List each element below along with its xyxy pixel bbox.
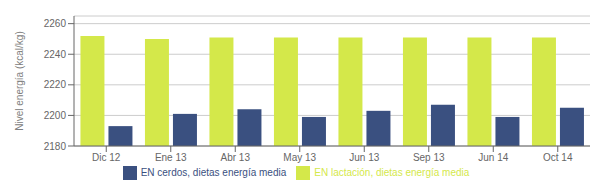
- svg-text:Dic 12: Dic 12: [92, 152, 121, 163]
- svg-text:Ene 13: Ene 13: [155, 152, 187, 163]
- svg-text:2220: 2220: [44, 79, 67, 90]
- svg-text:Oct 14: Oct 14: [543, 152, 573, 163]
- svg-text:Jun 13: Jun 13: [349, 152, 379, 163]
- svg-text:2260: 2260: [44, 18, 67, 29]
- html-text:EN lactación, dietas energía m: EN lactación, dietas energía media: [314, 166, 470, 178]
- html-text:EN cerdos, dietas energía medi: EN cerdos, dietas energía media: [140, 166, 287, 178]
- svg-text:May 13: May 13: [283, 152, 316, 163]
- svg-text:Nivel energía (kcal/kg): Nivel energía (kcal/kg): [14, 31, 25, 130]
- svg-text:2200: 2200: [44, 110, 67, 121]
- svg-text:2240: 2240: [44, 49, 67, 60]
- svg-text:Abr 13: Abr 13: [221, 152, 251, 163]
- svg-text:2180: 2180: [44, 141, 67, 152]
- svg-text:Jun 14: Jun 14: [478, 152, 508, 163]
- svg-text:Sep 13: Sep 13: [413, 152, 445, 163]
